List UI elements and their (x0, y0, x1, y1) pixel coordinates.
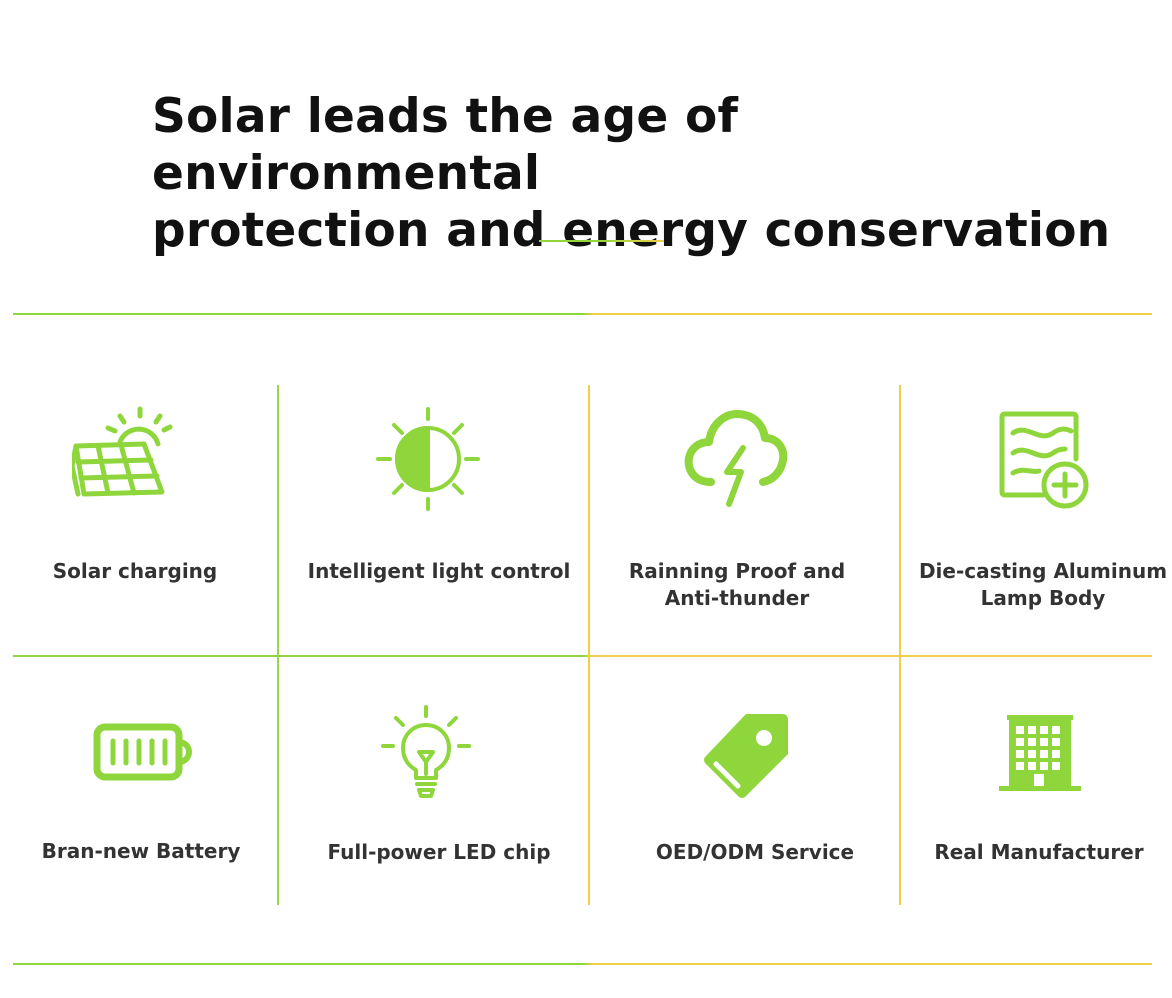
cloud-lightning-icon (683, 408, 789, 512)
feature-label-intelligent-light-control: Intelligent light control (307, 559, 571, 583)
solar-panel-icon (72, 406, 176, 498)
battery-icon (93, 722, 201, 782)
title-underline (539, 240, 664, 242)
feature-label-battery: Bran-new Battery (41, 839, 241, 863)
feature-label-oem-odm: OED/ODM Service (655, 840, 855, 864)
column-divider-1 (277, 385, 279, 905)
title-line-2: protection and energy conservation (152, 203, 1111, 258)
feature-label-die-casting: Die-casting Aluminum Lamp Body (918, 559, 1168, 610)
title-line-1: Solar leads the age of environmental (152, 89, 739, 201)
feature-label-solar-charging: Solar charging (52, 559, 218, 583)
divider-middle (13, 655, 1152, 657)
price-tag-icon (702, 712, 790, 800)
divider-bottom (13, 963, 1152, 965)
feature-label-real-manufacturer: Real Manufacturer (934, 840, 1144, 864)
feature-label-led-chip: Full-power LED chip (327, 840, 551, 864)
aluminum-body-icon (999, 411, 1091, 511)
divider-top (13, 313, 1152, 315)
page-title: Solar leads the age of environmental pro… (152, 88, 1112, 259)
sun-light-control-icon (376, 407, 480, 511)
feature-label-rainning-proof: Rainning Proof and Anti-thunder (628, 559, 846, 610)
building-icon (999, 713, 1081, 791)
column-divider-3 (899, 385, 901, 905)
column-divider-2 (588, 385, 590, 905)
light-bulb-icon (381, 704, 471, 800)
